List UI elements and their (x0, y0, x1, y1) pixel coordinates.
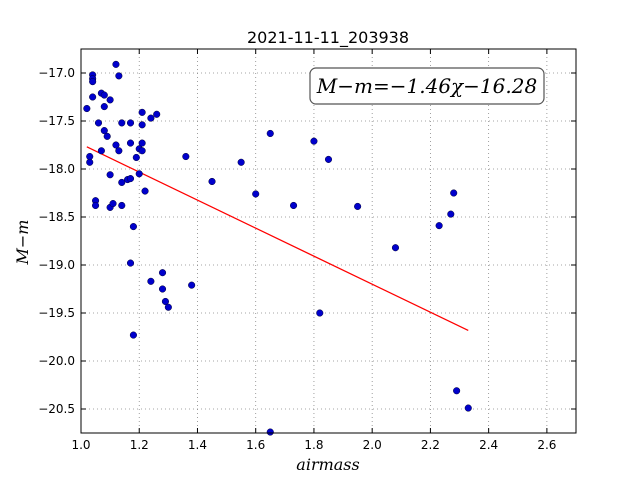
data-point (106, 171, 114, 179)
y-tick-label: −19.0 (38, 258, 75, 272)
y-tick-label: −20.0 (38, 354, 75, 368)
data-point (435, 222, 443, 230)
y-tick-label: −18.5 (38, 210, 75, 224)
data-point (266, 129, 274, 138)
data-point (158, 285, 167, 293)
plot-frame (80, 48, 577, 434)
data-point (109, 200, 117, 208)
fit-line-group (86, 146, 469, 332)
x-tick-label: 1.4 (188, 438, 207, 452)
x-tick-labels: 1.0 1.2 1.4 1.6 1.8 2.0 2.2 2.4 2.6 (71, 438, 556, 452)
data-point (354, 202, 362, 210)
data-point (118, 119, 126, 127)
data-point (129, 223, 137, 231)
data-point (115, 147, 123, 155)
data-point (83, 104, 91, 113)
x-tick-label: 2.0 (363, 438, 382, 452)
data-point (106, 96, 114, 104)
data-point (92, 201, 100, 210)
data-point (138, 147, 146, 155)
x-tick-label: 2.6 (537, 438, 556, 452)
data-point (135, 170, 143, 178)
x-tick-label: 1.8 (304, 438, 323, 452)
data-point (112, 60, 120, 68)
data-point (97, 147, 105, 155)
data-point (112, 141, 120, 149)
data-point (86, 152, 94, 161)
data-point (132, 153, 140, 162)
data-point (147, 114, 155, 122)
axis-ticks (80, 49, 576, 433)
data-point (182, 152, 190, 161)
x-tick-label: 2.2 (421, 438, 440, 452)
data-point (164, 303, 172, 311)
data-point (453, 387, 461, 395)
y-tick-label: −17.0 (38, 66, 75, 80)
data-point (450, 189, 458, 197)
data-point (126, 119, 135, 127)
data-point (310, 137, 318, 145)
data-point (290, 201, 298, 210)
y-tick-labels: −17.0 −17.5 −18.0 −18.5 −19.0 −19.5 −20.0 −20.5 (38, 66, 75, 416)
equation-annotation: M−m=−1.46χ−16.28 (309, 67, 545, 105)
data-point (118, 178, 126, 186)
x-tick-label: 1.6 (246, 438, 265, 452)
data-point (103, 132, 111, 140)
data-point (94, 119, 103, 127)
data-point (89, 93, 97, 101)
x-tick-label: 1.0 (71, 438, 90, 452)
data-point (266, 428, 274, 436)
y-axis-label: M−m (13, 220, 32, 266)
annotation-box (309, 67, 545, 105)
y-tick-label: −19.5 (38, 306, 75, 320)
data-point (161, 297, 169, 306)
data-point (324, 155, 333, 163)
data-point (126, 175, 135, 183)
data-point (316, 309, 324, 317)
data-point (188, 281, 196, 289)
data-point (252, 190, 260, 198)
annotation-text: M−m=−1.46χ−16.28 (316, 74, 537, 98)
data-point (138, 108, 146, 116)
x-axis-label: airmass (296, 455, 359, 474)
data-point (208, 177, 216, 186)
data-point (100, 127, 108, 135)
data-point (89, 78, 97, 86)
y-tick-label: −18.0 (38, 162, 75, 176)
data-point (126, 139, 135, 147)
data-point (100, 103, 108, 111)
x-tick-label: 1.2 (130, 438, 149, 452)
data-point (138, 139, 146, 147)
data-point (129, 331, 137, 339)
data-point (115, 72, 123, 80)
data-point (391, 244, 400, 252)
data-point (158, 269, 167, 277)
chart-title: 2021-11-11_203938 (247, 28, 409, 48)
data-point (126, 259, 135, 267)
data-point (138, 121, 146, 129)
data-point (147, 277, 155, 285)
data-point (141, 187, 149, 195)
data-point (153, 110, 161, 118)
fit-line (86, 146, 469, 332)
data-point (100, 91, 108, 99)
data-point (118, 201, 126, 210)
y-tick-label: −20.5 (38, 402, 75, 416)
y-tick-label: −17.5 (38, 114, 75, 128)
data-points (83, 60, 472, 436)
x-tick-label: 2.4 (479, 438, 498, 452)
data-point (237, 158, 245, 166)
data-point (464, 404, 472, 412)
data-point (447, 210, 455, 218)
